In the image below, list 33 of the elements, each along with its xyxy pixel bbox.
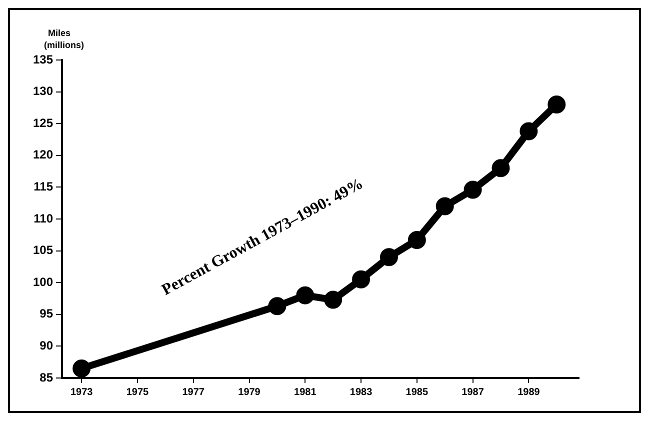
point [268,297,286,316]
y-tick-label: 85 [40,370,54,384]
point [380,248,398,266]
x-tick-label: 1973 [70,386,94,398]
point [464,180,482,199]
point [296,286,314,304]
point [408,230,426,249]
y-tick-label: 135 [32,52,54,66]
point [352,270,370,288]
y-tick-label: 115 [34,180,54,194]
x-tick-label: 1975 [126,386,150,398]
y-tick-label: 110 [34,211,54,226]
point [72,359,91,378]
y-tick-label: 100 [32,274,54,289]
point [548,96,566,114]
point [436,197,454,216]
y-tick-label: 130 [32,84,54,98]
point [492,159,510,178]
x-tick-label: 1981 [294,386,317,398]
y-tick-label: 120 [32,148,54,162]
y-tick-label: 105 [32,243,54,258]
y-tick-label: 125 [32,116,54,130]
x-tick-label: 1989 [518,386,540,398]
point [324,290,342,309]
y-tick-label: 90 [40,338,54,353]
x-tick-label: 1985 [406,386,428,398]
y-axis-title: Miles (millions) [44,28,84,50]
point [520,122,538,140]
x-tick-label: 1977 [182,386,205,398]
x-tick-label: 1979 [238,386,261,398]
x-tick-label: 1987 [462,386,484,398]
x-tick-label: 1983 [350,386,373,398]
y-tick-label: 95 [40,306,54,321]
